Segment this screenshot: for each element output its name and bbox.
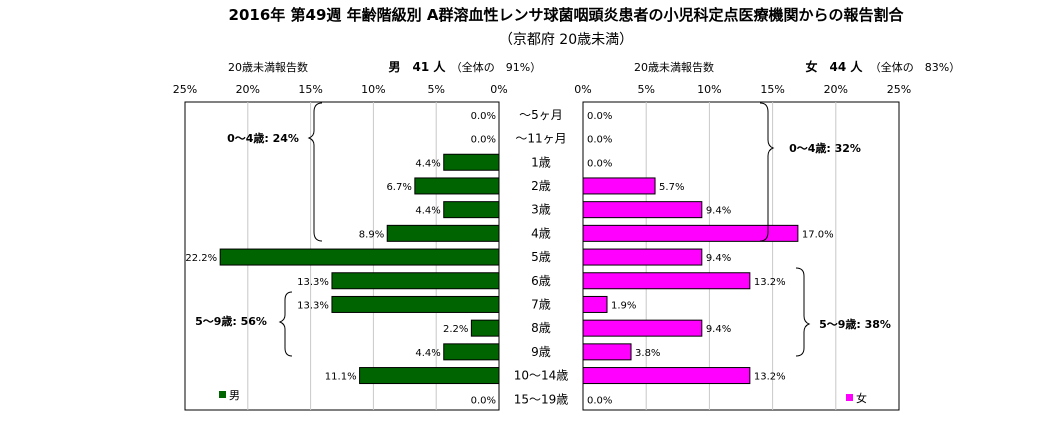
left-x-tick-label: 5%: [427, 83, 444, 96]
category-label: 4歳: [531, 226, 551, 240]
female-data-label: 0.0%: [587, 135, 612, 146]
legend-male-label: 男: [229, 389, 240, 402]
left-x-tick-label: 25%: [173, 83, 197, 96]
category-label: 2歳: [531, 179, 551, 193]
male-data-label: 6.7%: [386, 182, 411, 193]
right-bracket-0-4: [759, 102, 775, 242]
male-data-label: 13.3%: [297, 277, 329, 288]
category-label: 8歳: [531, 321, 551, 335]
right-bracket-5-9: [795, 267, 811, 357]
male-data-label: 0.0%: [471, 111, 496, 122]
male-bar: [470, 319, 500, 337]
category-label: 5歳: [531, 250, 551, 264]
female-data-label: 13.2%: [754, 372, 786, 383]
category-label: ～11ヶ月: [515, 132, 566, 146]
female-bar: [582, 367, 751, 385]
male-data-label: 4.4%: [415, 348, 440, 359]
category-label: 9歳: [531, 345, 551, 359]
male-data-label: 13.3%: [297, 300, 329, 311]
legend-female-label: 女: [856, 391, 867, 405]
category-label: 1歳: [531, 155, 551, 169]
female-data-label: 5.7%: [659, 182, 684, 193]
male-data-label: 2.2%: [443, 324, 468, 335]
male-bar: [331, 295, 500, 313]
male-bar: [331, 272, 500, 290]
female-data-label: 0.0%: [587, 111, 612, 122]
female-data-label: 0.0%: [587, 395, 612, 406]
chart-title: 2016年 第49週 年齢階級別 A群溶血性レンサ球菌咽頭炎患者の小児科定点医療…: [229, 6, 905, 24]
male-bar: [359, 367, 500, 385]
right-x-tick-label: 10%: [697, 83, 721, 96]
left-x-tick-label: 20%: [236, 83, 260, 96]
right-x-tick-label: 25%: [887, 83, 911, 96]
right-x-tick-label: 15%: [760, 83, 784, 96]
left-header-pct: （全体の 91%）: [451, 60, 541, 74]
female-bar: [582, 295, 608, 313]
left-x-tick-label: 15%: [298, 83, 322, 96]
female-bar: [582, 201, 703, 219]
right-header-pct: （全体の 83%）: [870, 60, 960, 74]
female-data-label: 3.8%: [635, 348, 660, 359]
female-bar: [582, 343, 632, 361]
female-data-label: 13.2%: [754, 277, 786, 288]
male-bar: [414, 177, 500, 195]
female-data-label: 9.4%: [706, 324, 731, 335]
left-x-tick-label: 0%: [490, 83, 507, 96]
chart-subtitle: （京都府 20歳未満）: [499, 32, 633, 48]
left-header-label: 20歳未満報告数: [228, 61, 308, 74]
male-data-label: 11.1%: [325, 372, 357, 383]
legend-male-swatch: [219, 391, 226, 398]
right-header-total: 女 44 人: [806, 59, 864, 74]
female-bar: [582, 224, 799, 242]
right-bracket-0-4-label: 0～4歳: 32%: [789, 141, 861, 155]
left-bracket-5-9-label: 5～9歳: 56%: [195, 314, 267, 328]
category-label: 6歳: [531, 274, 551, 288]
left-x-tick-label: 10%: [361, 83, 385, 96]
category-label: ～5ヶ月: [519, 108, 563, 122]
legend-female-swatch: [846, 394, 853, 401]
male-data-label: 4.4%: [415, 206, 440, 217]
female-bar: [582, 272, 751, 290]
right-header-label: 20歳未満報告数: [634, 61, 714, 74]
category-label: 15～19歳: [514, 392, 569, 406]
male-bar: [443, 201, 500, 219]
female-data-label: 9.4%: [706, 206, 731, 217]
female-data-label: 9.4%: [706, 253, 731, 264]
right-x-tick-label: 20%: [824, 83, 848, 96]
male-data-label: 0.0%: [471, 395, 496, 406]
male-data-label: 4.4%: [415, 158, 440, 169]
female-bar: [582, 319, 703, 337]
female-bar: [582, 177, 656, 195]
male-data-label: 0.0%: [471, 135, 496, 146]
male-bar: [386, 224, 500, 242]
female-data-label: 17.0%: [802, 229, 834, 240]
left-bracket-0-4: [307, 102, 323, 242]
left-header-total: 男 41 人: [389, 59, 447, 74]
male-data-label: 8.9%: [359, 229, 384, 240]
category-label: 3歳: [531, 203, 551, 217]
category-label: 10～14歳: [514, 369, 569, 383]
right-bracket-5-9-label: 5～9歳: 38%: [819, 317, 891, 331]
male-data-label: 22.2%: [185, 253, 217, 264]
right-x-tick-label: 0%: [574, 83, 591, 96]
left-bracket-0-4-label: 0～4歳: 24%: [227, 131, 299, 145]
male-bar: [443, 343, 500, 361]
right-x-tick-label: 5%: [637, 83, 654, 96]
female-data-label: 0.0%: [587, 158, 612, 169]
female-data-label: 1.9%: [611, 300, 636, 311]
category-label: 7歳: [531, 297, 551, 311]
left-bracket-5-9: [278, 291, 293, 357]
male-bar: [219, 248, 500, 266]
female-bar: [582, 248, 703, 266]
male-bar: [443, 153, 500, 171]
